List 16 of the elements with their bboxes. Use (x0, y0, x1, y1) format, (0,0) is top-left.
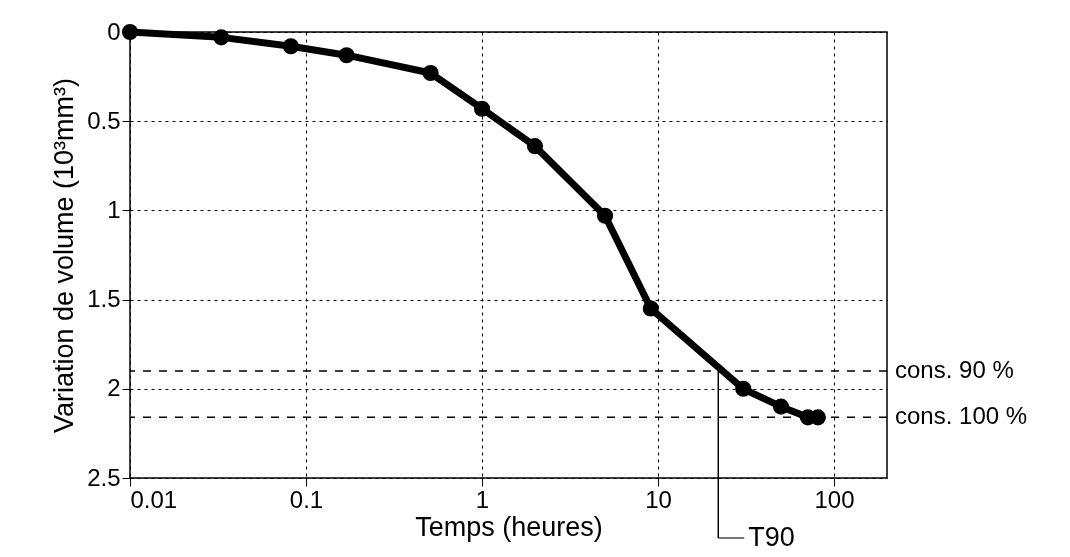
x-tick-label: 0.1 (289, 485, 324, 513)
x-tick-label: 0.01 (130, 485, 178, 513)
y-tick-label: 1.5 (87, 285, 121, 313)
x-tick-label: 10 (645, 485, 672, 513)
y-tick-label: 2 (107, 374, 121, 402)
y-tick-label: 2.5 (87, 463, 121, 491)
y-tick-label: 1 (107, 195, 121, 223)
annotation: T90 (748, 522, 795, 552)
ref-line-label: cons. 100 % (895, 402, 1028, 430)
x-tick-label: 1 (475, 485, 490, 513)
y-tick-label: 0.5 (87, 106, 121, 134)
ref-line-label: cons. 90 % (895, 355, 1014, 383)
y-tick-label: 0 (107, 17, 121, 45)
x-tick-label: 100 (814, 485, 855, 513)
x-axis-title: Temps (heures) (415, 511, 603, 542)
y-axis-title: Variation de volume (10³mm³) (49, 77, 80, 434)
